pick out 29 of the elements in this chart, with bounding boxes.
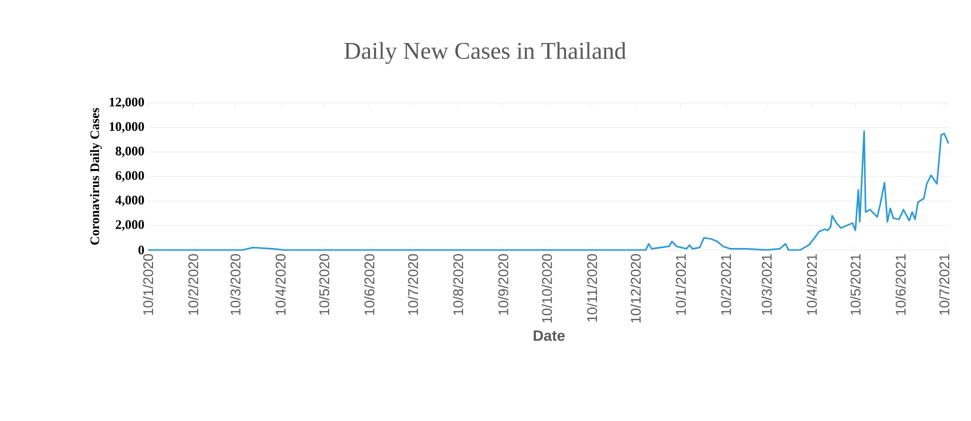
- x-tick-label: 10/8/2020: [452, 254, 464, 315]
- y-tick-label: 10,000: [110, 122, 144, 133]
- y-tick-label: 2,000: [116, 220, 144, 231]
- x-tick-label: 10/5/2021: [850, 254, 861, 315]
- x-tick-label: 10/3/2021: [761, 254, 772, 315]
- y-tick-label: 8,000: [116, 146, 144, 158]
- x-tick-label: 10/2/2021: [720, 254, 731, 315]
- x-tick-label: 10/4/2021: [806, 254, 817, 315]
- x-tick-label: 10/4/2020: [275, 254, 286, 315]
- x-tick-label: 10/7/2021: [939, 254, 950, 315]
- x-tick-label: 10/6/2020: [364, 254, 374, 315]
- y-tick-label: 4,000: [115, 196, 144, 206]
- x-tick-label: 10/7/2020: [408, 254, 418, 315]
- x-tick-label: 10/9/2020: [498, 254, 508, 315]
- y-tick-label: 6,000: [116, 171, 144, 182]
- x-tick-label: 10/5/2020: [318, 254, 330, 315]
- x-tick-label: 10/1/2020: [142, 254, 154, 315]
- y-tick-label: 0: [138, 246, 144, 254]
- x-tick-label: 10/3/2020: [230, 254, 240, 315]
- chart-title: Daily New Cases in Thailand: [344, 42, 626, 64]
- x-tick-label: 10/12/2020: [630, 254, 641, 323]
- x-tick-label: 10/6/2021: [895, 254, 906, 315]
- x-tick-label: 10/10/2020: [542, 254, 552, 323]
- x-axis-title: Date: [534, 330, 565, 341]
- x-tick-label: 10/11/2020: [586, 254, 598, 322]
- x-tick-label: 10/2/2020: [188, 254, 198, 315]
- y-tick-label: 12,000: [110, 98, 144, 108]
- y-axis-title: Coronavirus Daily Cases: [90, 108, 102, 245]
- x-tick-label: 10/1/2021: [676, 254, 686, 315]
